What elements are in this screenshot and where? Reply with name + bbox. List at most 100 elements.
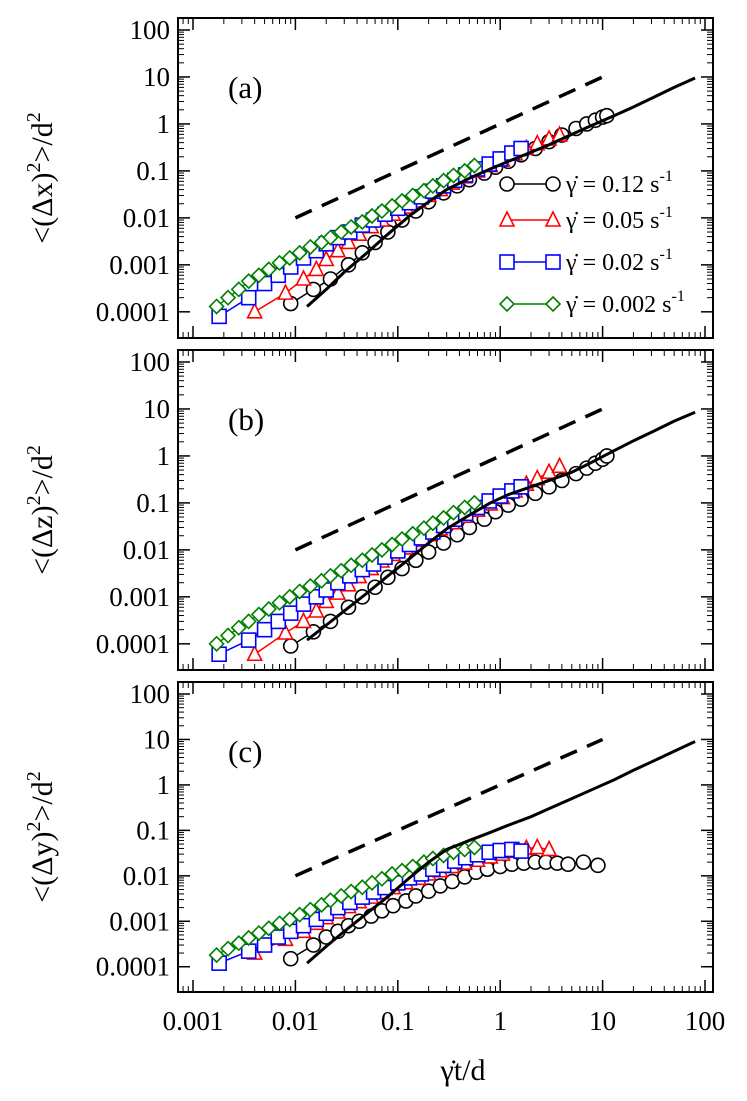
- data-point: [329, 583, 347, 600]
- y-axis-title-part: <(Δz): [26, 505, 59, 575]
- legend-label: γ̇ = 0.12 s-1: [565, 168, 673, 198]
- data-point: [393, 192, 411, 210]
- legend-entry: γ̇ = 0.002 s-1: [498, 288, 685, 318]
- y-tick-label: 0.01: [123, 203, 170, 233]
- data-point: [342, 883, 360, 900]
- data-point: [277, 283, 294, 300]
- data-point: [295, 611, 312, 629]
- data-point: [240, 273, 257, 290]
- data-point: [230, 935, 247, 952]
- panel-label: (a): [228, 70, 262, 105]
- y-axis-title-part: <(Δy): [26, 832, 59, 903]
- data-point: [271, 594, 288, 611]
- data-point: [385, 897, 401, 914]
- y-tick-label: 0.001: [109, 582, 170, 612]
- data-point: [513, 843, 529, 859]
- data-point: [308, 259, 325, 277]
- y-axis-title: <(Δz)2>/d2: [23, 445, 59, 575]
- y-tick-label: 0.0001: [96, 629, 170, 659]
- data-point: [219, 627, 237, 644]
- y-tick-label: 0.01: [123, 535, 170, 565]
- data-point: [240, 613, 257, 630]
- data-point: [260, 920, 277, 937]
- data-point: [281, 588, 298, 605]
- series-circle: [282, 854, 606, 967]
- legend-entry: γ̇ = 0.05 s-1: [498, 204, 673, 234]
- superscript: 2: [23, 822, 45, 832]
- data-point: [373, 541, 391, 559]
- legend-exponent: -1: [671, 288, 684, 305]
- y-tick-label: 1: [157, 770, 171, 800]
- data-point: [246, 302, 263, 319]
- series-diamond: [208, 157, 483, 315]
- data-point: [295, 596, 312, 612]
- series-circle: [282, 448, 615, 654]
- data-point: [445, 167, 462, 184]
- y-tick-label: 0.001: [109, 906, 170, 936]
- data-point: [260, 600, 277, 618]
- y-tick-label: 10: [143, 724, 170, 754]
- legend-label: γ̇ = 0.002 s-1: [565, 288, 685, 318]
- data-point: [219, 940, 237, 957]
- long-time-curve: [306, 410, 696, 642]
- data-point: [498, 295, 516, 313]
- data-point: [256, 937, 273, 953]
- data-point: [250, 606, 268, 623]
- y-axis-title-part: >/d: [26, 122, 59, 162]
- data-point: [545, 176, 561, 192]
- data-point: [424, 515, 441, 532]
- data-point: [282, 638, 299, 654]
- superscript: 2: [23, 495, 45, 505]
- series-line: [290, 114, 608, 305]
- x-tick-label: 10: [589, 1006, 616, 1036]
- data-point: [260, 261, 277, 278]
- data-point: [322, 229, 339, 246]
- data-point: [246, 644, 263, 662]
- data-point: [282, 950, 299, 967]
- y-tick-label: 0.0001: [96, 297, 170, 327]
- y-tick-label: 1: [157, 109, 171, 139]
- data-point: [393, 530, 411, 548]
- data-point: [302, 577, 319, 595]
- x-axis-title: γ̇t/d: [440, 1054, 486, 1087]
- series-square: [211, 479, 529, 663]
- long-time-curve: [306, 740, 696, 965]
- superscript: 2: [23, 445, 45, 455]
- data-point: [291, 906, 308, 923]
- data-point: [230, 619, 247, 636]
- data-point: [499, 254, 515, 270]
- data-point: [305, 937, 322, 953]
- long-time-curve: [306, 76, 696, 308]
- data-point: [340, 257, 357, 273]
- data-point: [240, 632, 257, 648]
- y-tick-label: 100: [130, 15, 171, 45]
- data-point: [466, 157, 483, 174]
- y-tick-label: 10: [143, 394, 170, 424]
- data-point: [424, 177, 441, 195]
- legend-exponent: -1: [659, 246, 672, 263]
- data-point: [354, 213, 371, 231]
- y-tick-label: 10: [143, 62, 170, 92]
- x-tick-label: 100: [685, 1006, 726, 1036]
- y-tick-label: 0.1: [136, 156, 170, 186]
- data-point: [499, 176, 515, 192]
- y-tick-label: 100: [130, 347, 171, 377]
- x-tick-label: 1: [493, 1006, 507, 1036]
- legend: γ̇ = 0.12 s-1 γ̇ = 0.05 s-1 γ̇ = 0.02 s-1 γ…: [498, 168, 685, 318]
- x-tick-labels: 0.001 0.01 0.1 1 10 100: [163, 1006, 726, 1036]
- data-point: [219, 289, 237, 306]
- y-tick-label: 1: [157, 441, 171, 471]
- data-point: [291, 244, 308, 261]
- legend-label: γ̇ = 0.05 s-1: [565, 204, 673, 234]
- y-tick-label: 0.1: [136, 488, 170, 518]
- data-point: [560, 856, 576, 873]
- legend-entry: γ̇ = 0.02 s-1: [499, 246, 673, 276]
- data-point: [590, 857, 606, 874]
- data-point: [208, 635, 225, 652]
- data-point: [498, 210, 516, 227]
- data-point: [545, 254, 561, 270]
